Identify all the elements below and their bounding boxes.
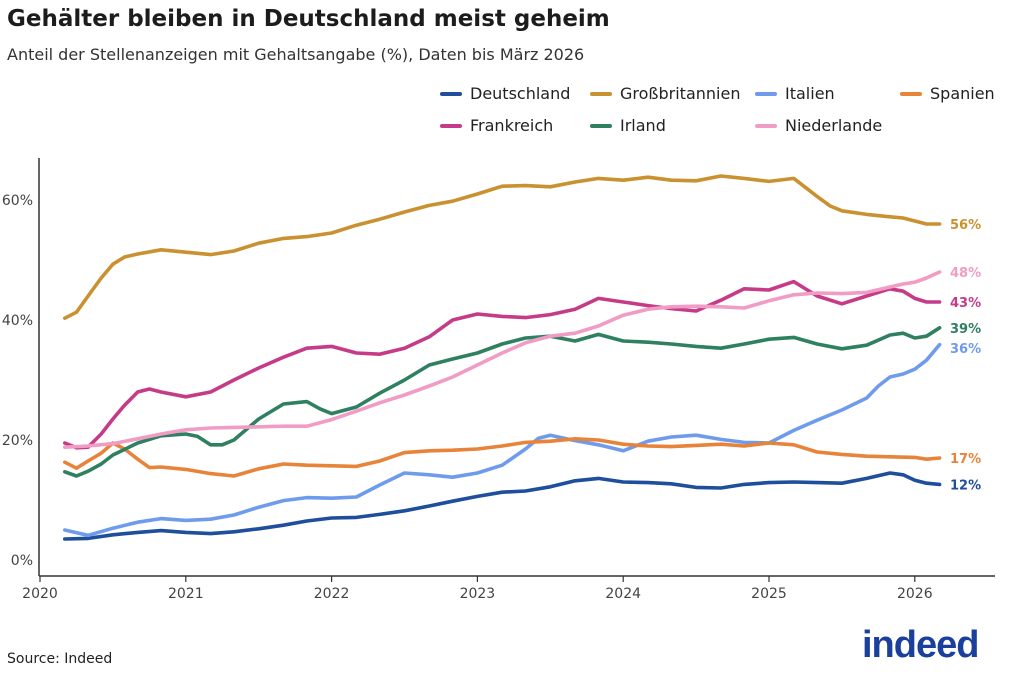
series-line-frankreich (63, 279, 942, 450)
end-label-italien: 36% (950, 342, 981, 357)
series-line-spanien (63, 436, 942, 478)
x-tick-label: 2024 (605, 586, 641, 602)
end-label-irland: 39% (950, 322, 981, 337)
end-label-grossbritannien: 56% (950, 218, 981, 233)
x-tick-label: 2023 (460, 586, 496, 602)
end-label-frankreich: 43% (950, 296, 981, 311)
x-tick-label: 2021 (168, 586, 204, 602)
series-line-deutschland (63, 471, 942, 541)
end-label-niederlande: 48% (950, 266, 981, 281)
x-tick-label: 2025 (751, 586, 787, 602)
series-line-irland (63, 325, 942, 478)
x-tick-label: 2026 (897, 586, 933, 602)
y-tick-label: 60% (2, 193, 33, 209)
end-label-deutschland: 12% (950, 478, 981, 493)
series-line-italien (63, 342, 942, 538)
source-note: Source: Indeed (7, 651, 113, 667)
chart-subtitle: Anteil der Stellenanzeigen mit Gehaltsan… (7, 45, 585, 64)
x-tick-label: 2020 (22, 586, 58, 602)
y-tick-label: 40% (2, 313, 33, 329)
chart-title: Gehälter bleiben in Deutschland meist ge… (7, 6, 610, 32)
end-label-spanien: 17% (950, 452, 981, 467)
y-tick-label: 0% (11, 553, 33, 569)
series-line-niederlande (63, 270, 942, 450)
x-tick-label: 2022 (314, 586, 350, 602)
y-tick-label: 20% (2, 433, 33, 449)
indeed-logo: indeed (862, 624, 992, 674)
series-line-grossbritannien (63, 174, 942, 321)
logo-wordmark: indeed (862, 624, 979, 666)
